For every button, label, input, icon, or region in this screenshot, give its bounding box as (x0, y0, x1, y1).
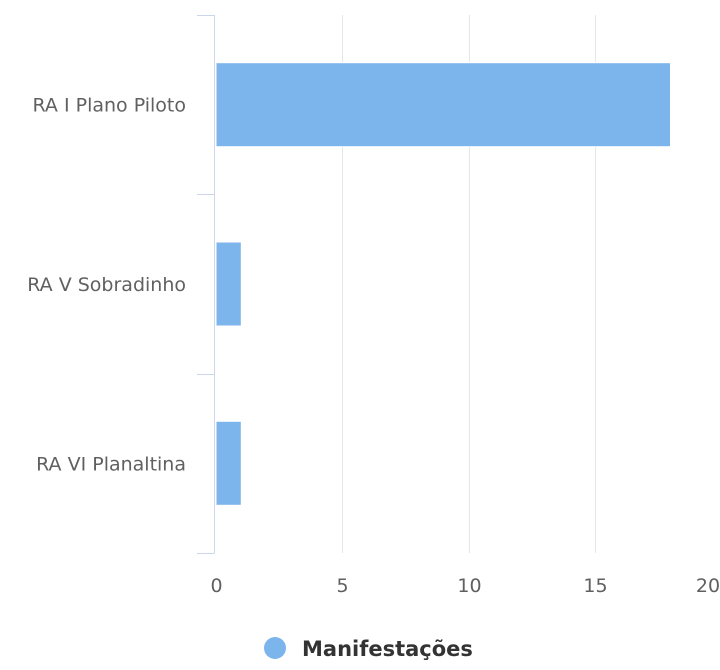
x-tick-label: 0 (210, 575, 222, 597)
bar[interactable] (216, 421, 241, 505)
x-tick-label: 15 (583, 575, 607, 597)
category-axis (197, 15, 215, 554)
bar[interactable] (216, 63, 671, 147)
value-axis-labels: 0 5 10 15 20 (210, 575, 720, 597)
legend[interactable]: Manifestações (264, 637, 473, 661)
legend-label[interactable]: Manifestações (302, 637, 473, 661)
category-labels: RA I Plano Piloto RA V Sobradinho RA VI Pl… (27, 95, 186, 476)
category-label: RA VI Planaltina (36, 453, 186, 475)
legend-marker (264, 637, 286, 659)
x-tick-label: 5 (336, 575, 348, 597)
category-label: RA V Sobradinho (27, 274, 186, 296)
x-tick-label: 10 (457, 575, 481, 597)
x-tick-label: 20 (696, 575, 720, 597)
bar-series (216, 63, 671, 506)
bar[interactable] (216, 242, 241, 326)
category-label: RA I Plano Piloto (33, 95, 187, 117)
